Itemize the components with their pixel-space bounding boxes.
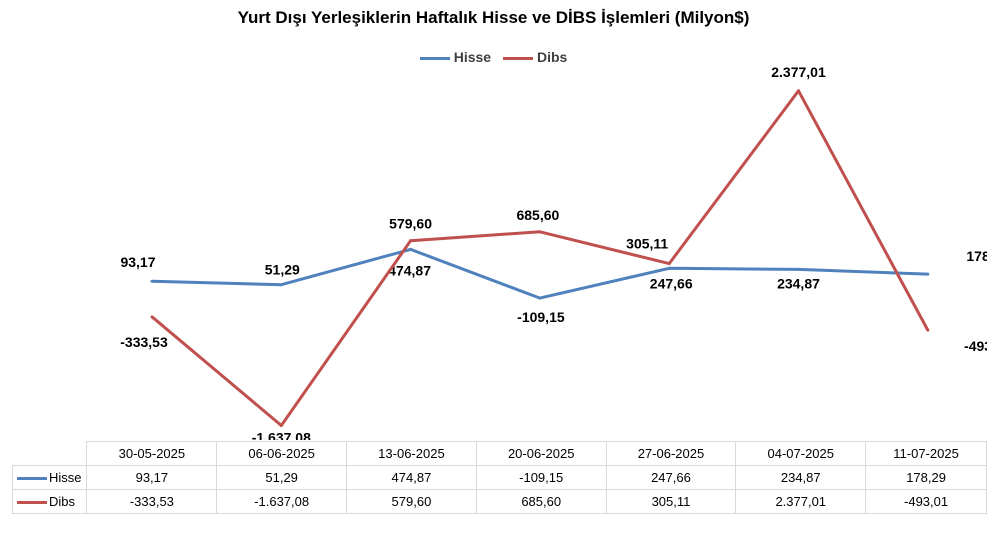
series-line-dibs — [151, 89, 930, 427]
line-chart-plot: 93,17 51,29 474,87 -109,15 247,66 234,87 178,2… — [120, 64, 987, 440]
data-label-dibs: 305,11 — [626, 236, 668, 252]
legend-label-hisse: Hisse — [453, 49, 492, 65]
date-header-2: 06-06-2025 — [216, 441, 348, 466]
data-table: 30-05-2025 06-06-2025 13-06-2025 20-06-2… — [11, 441, 987, 514]
dibs-cell: -333,53 — [86, 489, 218, 514]
dibs-cell: -493,01 — [865, 489, 987, 514]
hisse-cell: 234,87 — [735, 465, 867, 490]
hisse-cell: 474,87 — [346, 465, 477, 490]
data-point-hisse — [926, 272, 930, 276]
legend: Hisse Dibs — [0, 49, 987, 65]
data-label-hisse: 178,29 — [966, 248, 987, 264]
date-header-3: 13-06-2025 — [346, 441, 477, 466]
data-label-hisse: 474,87 — [388, 262, 431, 278]
data-point-dibs — [538, 230, 542, 234]
dibs-cell: 579,60 — [346, 489, 477, 514]
data-label-dibs: -333,53 — [120, 334, 168, 350]
data-point-hisse — [797, 267, 800, 271]
data-label-hisse: -109,15 — [517, 309, 565, 325]
row-header-dibs: Dibs — [11, 489, 88, 514]
data-label-hisse: 247,66 — [650, 275, 693, 291]
data-point-hisse — [279, 283, 283, 287]
data-point-dibs — [409, 239, 413, 243]
legend-item-dibs: Dibs — [502, 49, 568, 65]
dibs-cell: 2.377,01 — [735, 489, 867, 514]
date-header-7: 11-07-2025 — [865, 441, 987, 466]
data-point-hisse — [667, 266, 671, 270]
date-header-4: 20-06-2025 — [475, 441, 607, 466]
hisse-cell: -109,15 — [475, 465, 607, 490]
legend-label-dibs: Dibs — [536, 49, 568, 65]
hisse-cell: 93,17 — [86, 465, 218, 490]
data-point-dibs — [150, 315, 154, 319]
row-swatch-dibs — [17, 501, 47, 505]
data-label-dibs: 2.377,01 — [771, 64, 826, 80]
data-label-dibs: 685,60 — [516, 207, 559, 223]
data-point-dibs — [279, 424, 283, 428]
data-point-dibs — [797, 89, 800, 93]
data-table-row-hisse: Hisse 93,17 51,29 474,87 -109,15 247,66 … — [11, 465, 987, 490]
data-table-row-dibs: Dibs -333,53 -1.637,08 579,60 685,60 305… — [11, 489, 987, 514]
dibs-cell: 685,60 — [475, 489, 607, 514]
data-table-header-row: 30-05-2025 06-06-2025 13-06-2025 20-06-2… — [13, 441, 987, 466]
legend-swatch-dibs — [502, 56, 533, 60]
data-point-hisse — [538, 296, 542, 300]
hisse-cell: 247,66 — [605, 465, 737, 490]
data-point-hisse — [150, 279, 154, 283]
chart-title: Yurt Dışı Yerleşiklerin Haftalık Hisse v… — [237, 8, 750, 27]
data-label-dibs: -493,01 — [964, 338, 987, 354]
dibs-cell: 305,11 — [605, 489, 737, 514]
data-label-hisse: 93,17 — [120, 254, 155, 270]
date-header-5: 27-06-2025 — [605, 441, 737, 466]
data-point-dibs — [926, 328, 930, 332]
hisse-cell: 178,29 — [865, 465, 987, 490]
data-table-corner — [13, 442, 87, 466]
row-label-hisse: Hisse — [49, 470, 82, 485]
data-label-dibs: -1.637,08 — [252, 430, 311, 440]
date-header-1: 30-05-2025 — [86, 441, 218, 466]
dibs-cell: -1.637,08 — [216, 489, 348, 514]
row-swatch-hisse — [17, 477, 47, 481]
legend-item-hisse: Hisse — [419, 49, 492, 65]
date-header-6: 04-07-2025 — [735, 441, 867, 466]
data-label-dibs: 579,60 — [389, 216, 432, 232]
row-header-hisse: Hisse — [11, 465, 88, 490]
row-label-dibs: Dibs — [49, 494, 76, 509]
legend-swatch-hisse — [419, 56, 450, 60]
data-point-dibs — [667, 262, 671, 266]
data-label-hisse: 51,29 — [265, 262, 300, 278]
data-label-hisse: 234,87 — [777, 275, 820, 291]
hisse-cell: 51,29 — [216, 465, 348, 490]
data-point-hisse — [409, 247, 413, 251]
